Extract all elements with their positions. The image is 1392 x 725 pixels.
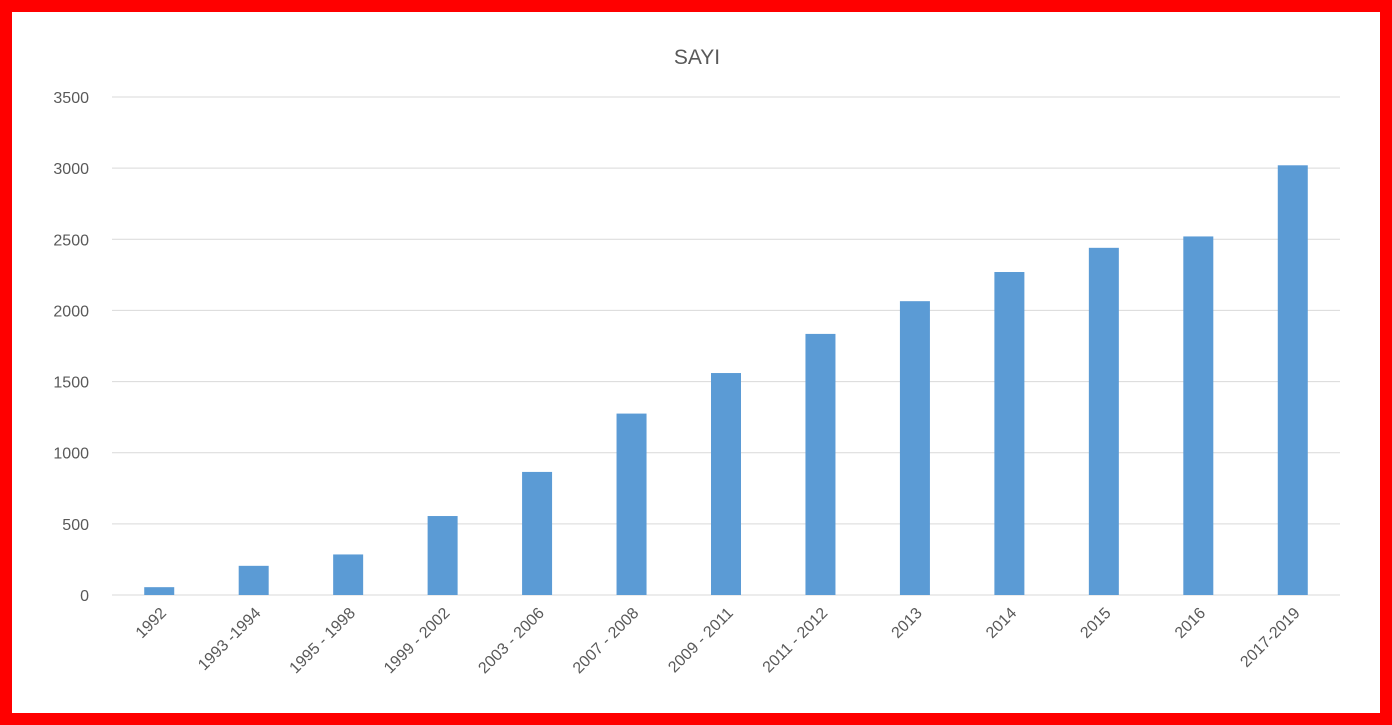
y-tick-label: 1000 [53,446,89,463]
bar [238,565,269,595]
bar [805,333,836,595]
bar [333,554,364,595]
y-tick-label: 3000 [53,161,89,178]
x-tick-label: 1995 - 1998 [287,605,359,677]
x-tick-label: 1992 [133,605,170,642]
y-tick-label: 3500 [53,90,89,107]
bar [711,373,741,595]
x-tick-label: 2015 [1077,605,1114,642]
bar [616,413,647,595]
bar [144,587,175,595]
x-tick-label: 2017-2019 [1237,605,1303,671]
x-tick-label: 2013 [889,605,926,642]
bar [522,471,553,595]
y-axis-ticks: 0 500 1000 1500 2000 2500 3000 3500 [53,90,89,605]
bar [994,272,1025,595]
x-tick-label: 2014 [983,605,1020,642]
y-tick-label: 0 [80,588,89,605]
bar [1088,247,1119,595]
x-tick-label: 1993 -1994 [195,605,264,674]
y-tick-label: 500 [62,517,89,534]
bar [427,516,458,595]
y-tick-label: 2500 [53,232,89,249]
x-tick-label: 2011 - 2012 [760,605,832,677]
chart-title: SAYI [674,46,720,69]
bar [1183,236,1214,595]
x-tick-label: 2009 - 2011 [665,605,737,677]
bar [1277,165,1308,595]
x-tick-label: 1999 - 2002 [381,605,453,677]
y-tick-label: 2000 [53,303,89,320]
x-tick-label: 2003 - 2006 [475,605,547,677]
y-tick-label: 1500 [53,375,89,392]
x-tick-label: 2016 [1172,605,1209,642]
x-axis-ticks: 1992 1993 -1994 1995 - 1998 1999 - 2002 2003… [133,605,1304,677]
bars [144,165,1308,595]
bar [899,301,930,595]
x-tick-label: 2007 - 2008 [570,605,642,677]
